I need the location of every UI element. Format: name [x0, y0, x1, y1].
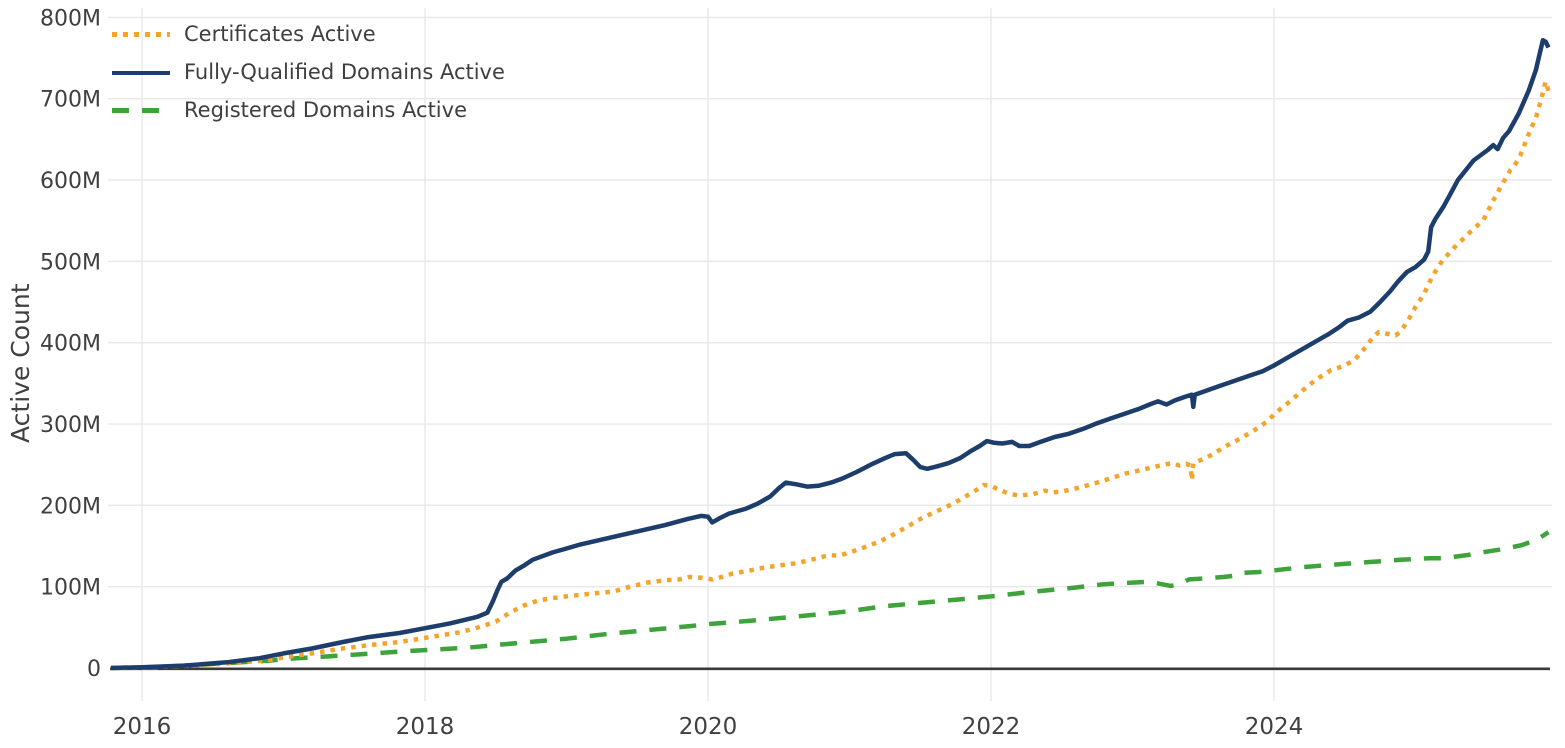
y-tick-label: 600M: [40, 169, 101, 194]
legend-label: Registered Domains Active: [184, 98, 467, 122]
y-tick-label: 100M: [40, 576, 101, 601]
series-line-fully-qualified-domains-active: [110, 37, 1551, 671]
x-tick-label: 2018: [396, 714, 455, 740]
dotted-line-swatch-icon: [112, 32, 170, 37]
y-tick-label: 200M: [40, 494, 101, 519]
x-tick-label: 2016: [113, 714, 172, 740]
legend-label: Fully-Qualified Domains Active: [184, 60, 505, 84]
y-tick-label: 800M: [40, 6, 101, 31]
y-tick-label: 700M: [40, 88, 101, 113]
y-tick-label: 0: [87, 657, 101, 682]
series-line-certificates-active: [110, 79, 1553, 671]
chart-legend: Certificates Active Fully-Qualified Doma…: [112, 20, 505, 125]
y-tick-label: 400M: [40, 332, 101, 357]
y-tick-label: 500M: [40, 250, 101, 275]
x-tick-label: 2020: [679, 714, 738, 740]
legend-item-certificates-active[interactable]: Certificates Active: [112, 20, 505, 49]
legend-item-registered-domains-active[interactable]: Registered Domains Active: [112, 96, 505, 125]
x-tick-label: 2024: [1245, 714, 1304, 740]
series-line-registered-domains-active: [110, 530, 1550, 671]
x-tick-label: 2022: [962, 714, 1021, 740]
solid-line-swatch-icon: [112, 70, 170, 75]
legend-item-fully-qualified-domains-active[interactable]: Fully-Qualified Domains Active: [112, 58, 505, 87]
y-axis-title: Active Count: [6, 283, 35, 443]
y-tick-label: 300M: [40, 413, 101, 438]
dashed-line-swatch-icon: [112, 108, 170, 113]
legend-label: Certificates Active: [184, 22, 376, 46]
